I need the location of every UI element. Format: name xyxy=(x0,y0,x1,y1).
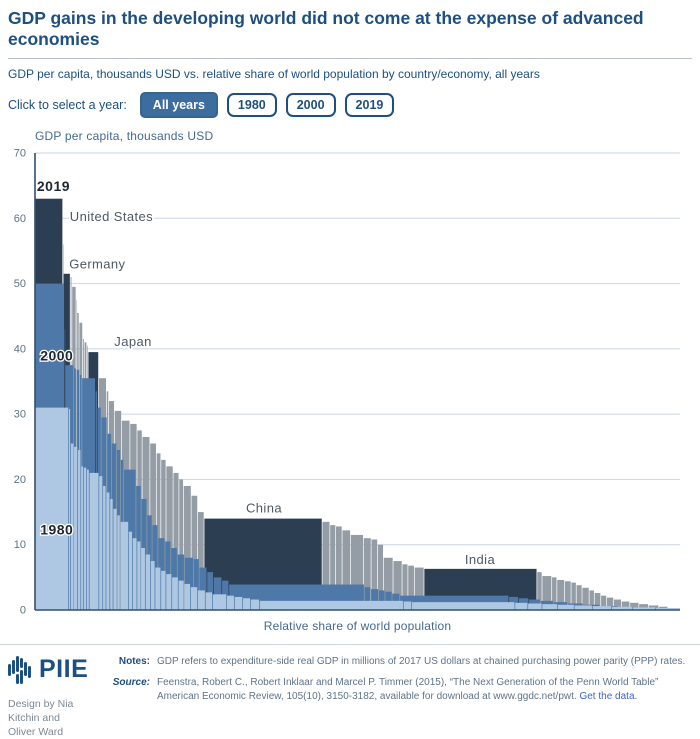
bar-1980[interactable] xyxy=(74,446,77,609)
chart-subtitle: GDP per capita, thousands USD vs. relati… xyxy=(8,67,692,81)
bar-1980[interactable] xyxy=(141,548,145,610)
bar-1980[interactable] xyxy=(191,587,197,610)
design-credit: Design by Nia Kitchin and Oliver Ward xyxy=(8,697,86,739)
bar-1980[interactable] xyxy=(133,538,137,610)
y-axis-title: GDP per capita, thousands USD xyxy=(35,129,213,143)
source-text: Feenstra, Robert C., Robert Inklaar and … xyxy=(157,676,692,704)
bar-1980[interactable] xyxy=(110,499,113,610)
annotation-1980: 1980 xyxy=(40,521,73,537)
bar-1980[interactable] xyxy=(166,574,171,610)
notes-text: GDP refers to expenditure-side real GDP … xyxy=(157,655,685,669)
piie-logo-icon xyxy=(8,655,34,685)
notes-row: Notes: GDP refers to expenditure-side re… xyxy=(104,655,692,669)
annotation-2019: 2019 xyxy=(37,178,70,194)
y-tick-10: 10 xyxy=(14,539,26,551)
bar-1980[interactable] xyxy=(184,584,190,610)
bar-1980[interactable] xyxy=(179,580,184,609)
bar-1980[interactable] xyxy=(78,450,81,610)
y-tick-0: 0 xyxy=(20,604,26,616)
piie-logo-text: PIIE xyxy=(39,655,88,684)
bar-1980[interactable] xyxy=(243,598,250,610)
bar-1980[interactable] xyxy=(404,601,412,609)
bar-1980-japan[interactable] xyxy=(90,473,99,610)
bar-1980[interactable] xyxy=(151,561,155,610)
source-row: Source: Feenstra, Robert C., Robert Inkl… xyxy=(104,676,692,704)
bar-1980[interactable] xyxy=(515,603,527,610)
y-tick-30: 30 xyxy=(14,408,26,420)
bar-1980[interactable] xyxy=(87,469,89,609)
year-button-2000[interactable]: 2000 xyxy=(286,93,336,117)
annotation-germany: Germany xyxy=(69,256,125,271)
y-tick-50: 50 xyxy=(14,278,26,290)
bar-1980[interactable] xyxy=(84,467,87,609)
bar-1980-india[interactable] xyxy=(412,602,515,610)
bar-1980[interactable] xyxy=(69,409,70,610)
year-button-2019[interactable]: 2019 xyxy=(345,93,395,117)
annotation-united-states: United States xyxy=(70,209,153,224)
bar-1980[interactable] xyxy=(117,515,120,610)
piie-logo[interactable]: PIIE xyxy=(8,655,104,685)
source-label: Source: xyxy=(104,676,150,704)
footer-branding: PIIE Design by Nia Kitchin and Oliver Wa… xyxy=(8,655,104,739)
footer-meta: Notes: GDP refers to expenditure-side re… xyxy=(104,655,692,739)
y-tick-60: 60 xyxy=(14,212,26,224)
year-selector: Click to select a year: All years 1980 2… xyxy=(8,92,692,118)
get-the-data-link[interactable]: Get the data. xyxy=(579,691,637,702)
year-button-all-years[interactable]: All years xyxy=(140,92,218,118)
y-tick-40: 40 xyxy=(14,343,26,355)
y-tick-20: 20 xyxy=(14,474,26,486)
bar-1980[interactable] xyxy=(161,571,165,610)
bar-1980[interactable] xyxy=(137,541,140,610)
chart-area: 0 10 20 30 40 50 60 70 GDP per capita, thousands… xyxy=(0,123,700,640)
bar-1980[interactable] xyxy=(103,486,106,610)
y-tick-70: 70 xyxy=(14,147,26,159)
bar-1980[interactable] xyxy=(528,603,541,610)
page-title: GDP gains in the developing world did no… xyxy=(8,8,680,51)
bar-1980[interactable] xyxy=(99,476,102,610)
bar-1980-germany[interactable] xyxy=(120,522,128,610)
bar-1980-united-states[interactable] xyxy=(35,407,68,609)
bar-1980[interactable] xyxy=(146,554,150,609)
year-button-1980[interactable]: 1980 xyxy=(227,93,277,117)
footer: PIIE Design by Nia Kitchin and Oliver Wa… xyxy=(0,644,700,739)
bar-1980[interactable] xyxy=(81,466,83,610)
bar-1980[interactable] xyxy=(198,590,205,610)
bar-1980[interactable] xyxy=(227,595,234,609)
bar-1980[interactable] xyxy=(129,531,132,609)
bar-1980[interactable] xyxy=(113,508,116,609)
bar-1980[interactable] xyxy=(213,594,226,610)
annotation-japan: Japan xyxy=(114,334,151,349)
bar-1980[interactable] xyxy=(542,604,557,610)
notes-label: Notes: xyxy=(104,655,150,669)
bar-1980[interactable] xyxy=(172,577,178,610)
header: GDP gains in the developing world did no… xyxy=(0,0,700,118)
year-selector-label: Click to select a year: xyxy=(8,98,127,112)
annotation-india: India xyxy=(465,552,496,567)
annotation-2000: 2000 xyxy=(40,347,73,363)
x-axis-label: Relative share of world population xyxy=(264,619,452,633)
bar-1980[interactable] xyxy=(106,492,109,610)
annotation-china: China xyxy=(246,500,282,515)
bar-1980[interactable] xyxy=(155,567,160,609)
bar-1980[interactable] xyxy=(251,599,259,609)
header-divider xyxy=(8,58,692,59)
bar-1980[interactable] xyxy=(206,592,212,610)
bar-1980-china[interactable] xyxy=(260,601,403,610)
gdp-marimekko-chart[interactable]: 0 10 20 30 40 50 60 70 GDP per capita, thousands… xyxy=(0,123,700,635)
bar-1980[interactable] xyxy=(235,597,243,610)
